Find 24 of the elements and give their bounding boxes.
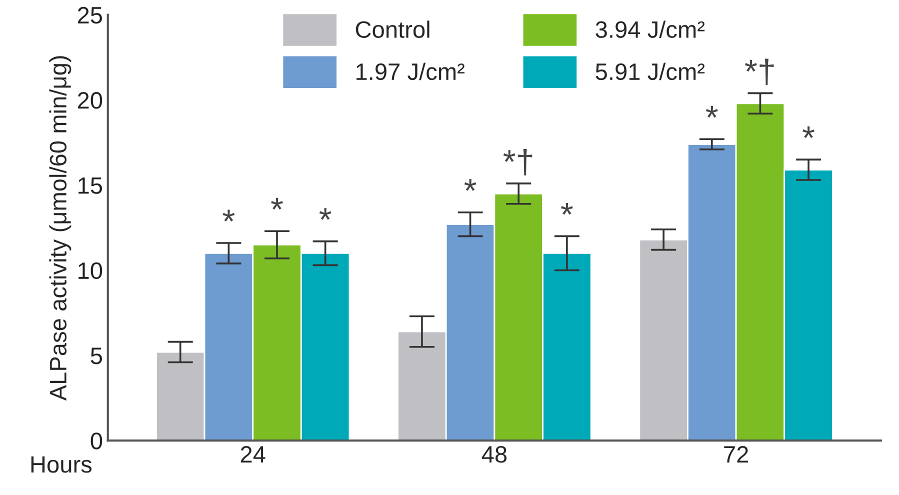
data-label: * <box>271 198 283 210</box>
data-label: * <box>464 179 476 191</box>
x-axis-title: Hours <box>31 456 92 473</box>
data-label: * <box>560 202 573 215</box>
y-tick-label: 15 <box>78 177 102 194</box>
y-tick-label: 10 <box>78 262 102 280</box>
legend-label: 3.94 J/cm² <box>596 20 705 38</box>
y-tick-label: 0 <box>90 432 102 450</box>
y-tick-label: 25 <box>78 6 102 24</box>
y-tick-label: 5 <box>90 348 102 364</box>
data-label: *† <box>503 148 532 176</box>
x-tick-label: 24 <box>240 446 266 463</box>
legend-label: 5.91 J/cm² <box>596 62 705 80</box>
legend-label: Control <box>356 20 430 38</box>
data-label: * <box>222 210 235 222</box>
data-label: * <box>706 106 718 118</box>
data-label: * <box>802 126 815 138</box>
y-axis-title: ALPase activity (μmol/60 min/μg) <box>49 56 72 401</box>
x-tick-label: 72 <box>724 446 748 463</box>
legend-label: 1.97 J/cm² <box>356 62 464 80</box>
y-tick-label: 20 <box>78 92 102 109</box>
x-tick-label: 48 <box>482 446 507 463</box>
data-label: *† <box>745 58 774 86</box>
data-label: * <box>319 208 332 220</box>
